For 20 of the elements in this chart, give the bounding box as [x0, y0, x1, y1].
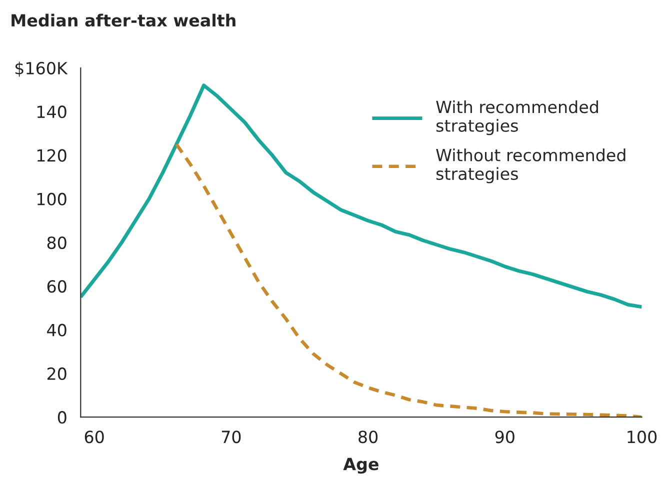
y-tick-label: 120: [37, 149, 66, 162]
x-tick-label: 60: [84, 430, 104, 444]
line-series: [80, 84, 642, 309]
x-axis-title: Age: [343, 458, 378, 474]
y-tick-label: 100: [37, 192, 66, 206]
x-tick-label: 70: [222, 430, 241, 444]
x-tick-label: 90: [495, 430, 514, 444]
legend-label: With recommended strategies: [436, 100, 598, 136]
y-tick-label: 140: [37, 106, 66, 118]
y-tick-label: $160K: [15, 62, 68, 77]
legend-label: Without recommended strategies: [436, 148, 626, 184]
x-tick-label: 100: [628, 430, 657, 444]
y-tick-label: 80: [47, 236, 66, 250]
chart-title: Median after-tax wealth: [12, 14, 236, 27]
x-tick-label: 80: [358, 430, 378, 444]
line-series: [174, 142, 642, 418]
y-tick-label: 60: [47, 280, 66, 293]
y-tick-label: 20: [47, 367, 66, 380]
y-tick-label: 40: [47, 324, 66, 336]
y-tick-label: 0: [58, 411, 66, 424]
